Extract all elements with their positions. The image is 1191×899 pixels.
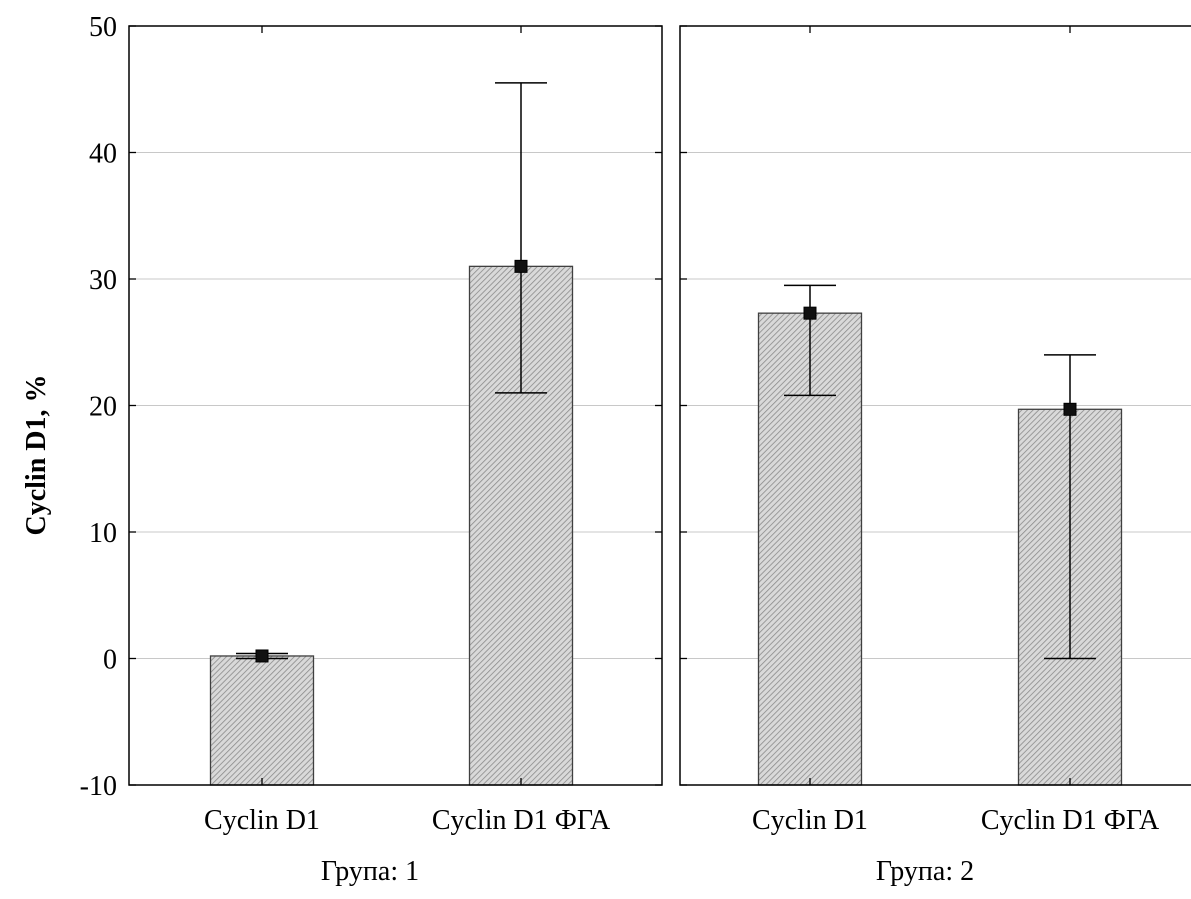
mean-marker <box>255 649 269 663</box>
x-category-label: Cyclin D1 <box>752 805 868 836</box>
y-tick-label: 0 <box>103 645 117 676</box>
x-category-label: Cyclin D1 <box>204 805 320 836</box>
mean-marker <box>803 306 817 320</box>
y-tick-label: 50 <box>89 12 117 43</box>
y-tick-label: -10 <box>80 771 117 802</box>
y-tick-label: 20 <box>89 392 117 423</box>
errorbars-layer <box>236 82 1096 663</box>
x-category-label: Cyclin D1 ФГА <box>432 805 611 836</box>
mean-marker <box>514 259 528 273</box>
x-category-label: Cyclin D1 ФГА <box>981 805 1160 836</box>
y-tick-label: 30 <box>89 265 117 296</box>
panel-label: Група: 1 <box>321 856 419 887</box>
mean-marker <box>1063 402 1077 416</box>
y-tick-label: 40 <box>89 139 117 170</box>
bar <box>209 655 315 786</box>
panel-label: Група: 2 <box>876 856 974 887</box>
ticks-layer <box>129 25 1071 786</box>
y-axis-title: Cyclin D1, % <box>21 375 52 536</box>
y-tick-label: 10 <box>89 518 117 549</box>
